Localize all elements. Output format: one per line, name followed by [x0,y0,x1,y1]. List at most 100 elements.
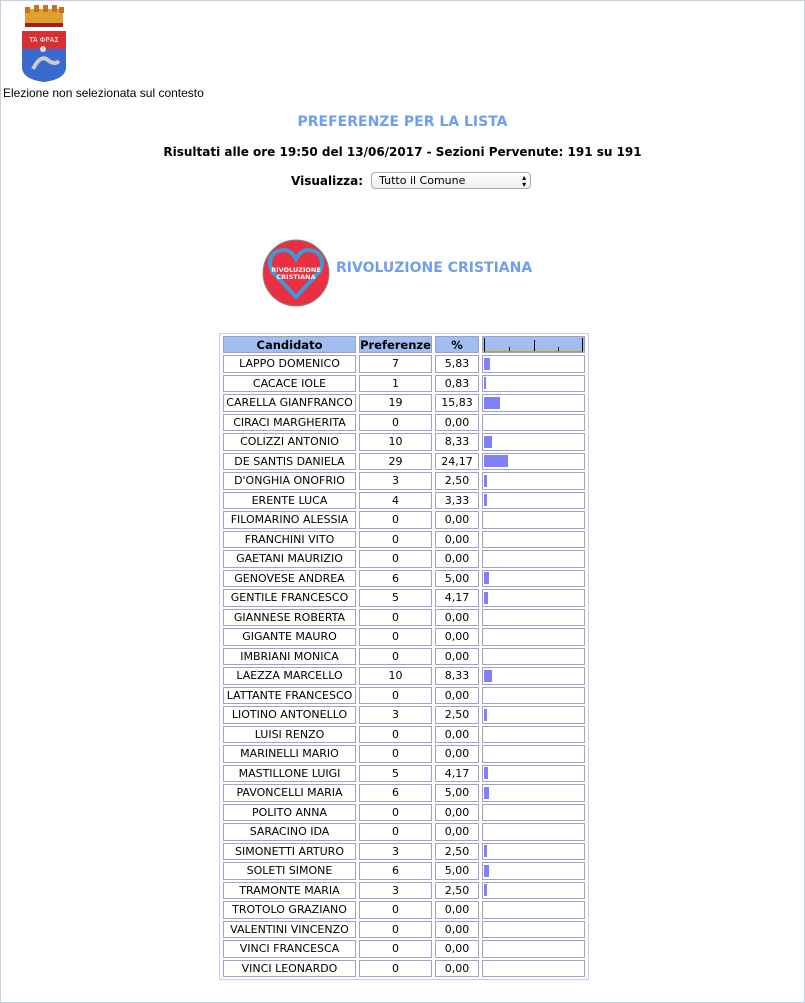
table-row: CACACE IOLE 1 0,83 [223,374,585,392]
percent-value: 8,33 [435,433,479,451]
table-row: TRAMONTE MARIA 3 2,50 [223,881,585,899]
preferences-count: 0 [359,823,432,841]
table-row: SOLETI SIMONE 6 5,00 [223,862,585,880]
percent-value: 0,00 [435,686,479,704]
percent-bar [484,377,486,390]
candidate-name: FILOMARINO ALESSIA [223,511,356,529]
percent-bar [484,435,492,448]
percent-bar [484,708,487,721]
candidate-name: PAVONCELLI MARIA [223,784,356,802]
percent-bar [484,474,487,487]
header-candidato: Candidato [223,336,356,353]
percent-value: 0,00 [435,647,479,665]
percent-bar-cell [482,433,585,451]
candidate-name: SOLETI SIMONE [223,862,356,880]
table-row: FRANCHINI VITO 0 0,00 [223,530,585,548]
percent-bar [484,786,489,799]
percent-value: 2,50 [435,881,479,899]
percent-value: 5,00 [435,862,479,880]
candidate-name: GIGANTE MAURO [223,628,356,646]
candidate-name: D'ONGHIA ONOFRIO [223,472,356,490]
scale-tick [509,346,511,351]
candidate-name: CIRACI MARGHERITA [223,413,356,431]
percent-value: 5,00 [435,784,479,802]
candidate-name: LAPPO DOMENICO [223,355,356,373]
percent-bar [484,357,490,370]
percent-bar [484,494,487,507]
preferences-count: 1 [359,374,432,392]
percent-value: 0,00 [435,940,479,958]
percent-value: 24,17 [435,452,479,470]
percent-value: 0,00 [435,745,479,763]
preferences-count: 3 [359,842,432,860]
table-row: GAETANI MAURIZIO 0 0,00 [223,550,585,568]
percent-bar-cell [482,784,585,802]
percent-bar-cell [482,355,585,373]
table-row: SIMONETTI ARTURO 3 2,50 [223,842,585,860]
city-crest-logo: TA ΦΡΑΣ [22,5,66,82]
header-percent: % [435,336,479,353]
preferences-count: 0 [359,940,432,958]
preferences-count: 0 [359,413,432,431]
svg-text:RIVOLUZIONE: RIVOLUZIONE [271,266,321,274]
candidate-name: VINCI FRANCESCA [223,940,356,958]
preferences-count: 0 [359,608,432,626]
preferences-count: 0 [359,959,432,977]
percent-bar-cell [482,550,585,568]
bar-scale [484,337,583,352]
candidate-name: LUISI RENZO [223,725,356,743]
page-title: PREFERENZE PER LA LISTA [297,114,508,130]
percent-value: 0,00 [435,959,479,977]
crest-lettering: TA ΦΡΑΣ [28,36,59,44]
percent-bar-cell [482,862,585,880]
preferences-count: 10 [359,667,432,685]
candidate-name: LAEZZA MARCELLO [223,667,356,685]
preferences-count: 0 [359,647,432,665]
table-row: VINCI LEONARDO 0 0,00 [223,959,585,977]
percent-bar-cell [482,764,585,782]
scale-tick [557,346,559,351]
visualizza-label: Visualizza: [291,173,364,188]
preferences-count: 10 [359,433,432,451]
table-row: SARACINO IDA 0 0,00 [223,823,585,841]
candidate-name: DE SANTIS DANIELA [223,452,356,470]
candidate-name: CACACE IOLE [223,374,356,392]
context-message: Elezione non selezionata sul contesto [3,86,204,100]
percent-bar-cell [482,472,585,490]
percent-value: 0,00 [435,823,479,841]
percent-bar-cell [482,706,585,724]
candidate-name: ERENTE LUCA [223,491,356,509]
table-row: D'ONGHIA ONOFRIO 3 2,50 [223,472,585,490]
scale-tick [533,339,535,351]
preferences-count: 0 [359,725,432,743]
percent-value: 2,50 [435,842,479,860]
percent-bar [484,767,488,780]
candidate-name: CARELLA GIANFRANCO [223,394,356,412]
percent-bar-cell [482,920,585,938]
percent-bar-cell [482,881,585,899]
preferences-count: 0 [359,550,432,568]
preferences-count: 3 [359,706,432,724]
percent-bar [484,864,489,877]
table-row: LIOTINO ANTONELLO 3 2,50 [223,706,585,724]
table-row: VALENTINI VINCENZO 0 0,00 [223,920,585,938]
percent-value: 3,33 [435,491,479,509]
table-row: LAPPO DOMENICO 7 5,83 [223,355,585,373]
candidate-name: LIOTINO ANTONELLO [223,706,356,724]
percent-bar-cell [482,569,585,587]
preferences-count: 6 [359,862,432,880]
percent-bar-cell [482,823,585,841]
percent-bar-cell [482,667,585,685]
preferences-count: 6 [359,784,432,802]
percent-bar-cell [482,647,585,665]
percent-bar-cell [482,628,585,646]
percent-bar [484,884,487,897]
party-name: RIVOLUZIONE CRISTIANA [336,260,533,276]
percent-value: 5,00 [435,569,479,587]
candidate-name: TROTOLO GRAZIANO [223,901,356,919]
visualizza-select[interactable]: Tutto il Comune ▴ ▾ [371,172,532,189]
preferences-count: 0 [359,628,432,646]
candidate-name: MARINELLI MARIO [223,745,356,763]
table-row: GIGANTE MAURO 0 0,00 [223,628,585,646]
results-subtitle: Risultati alle ore 19:50 del 13/06/2017 … [163,145,642,159]
